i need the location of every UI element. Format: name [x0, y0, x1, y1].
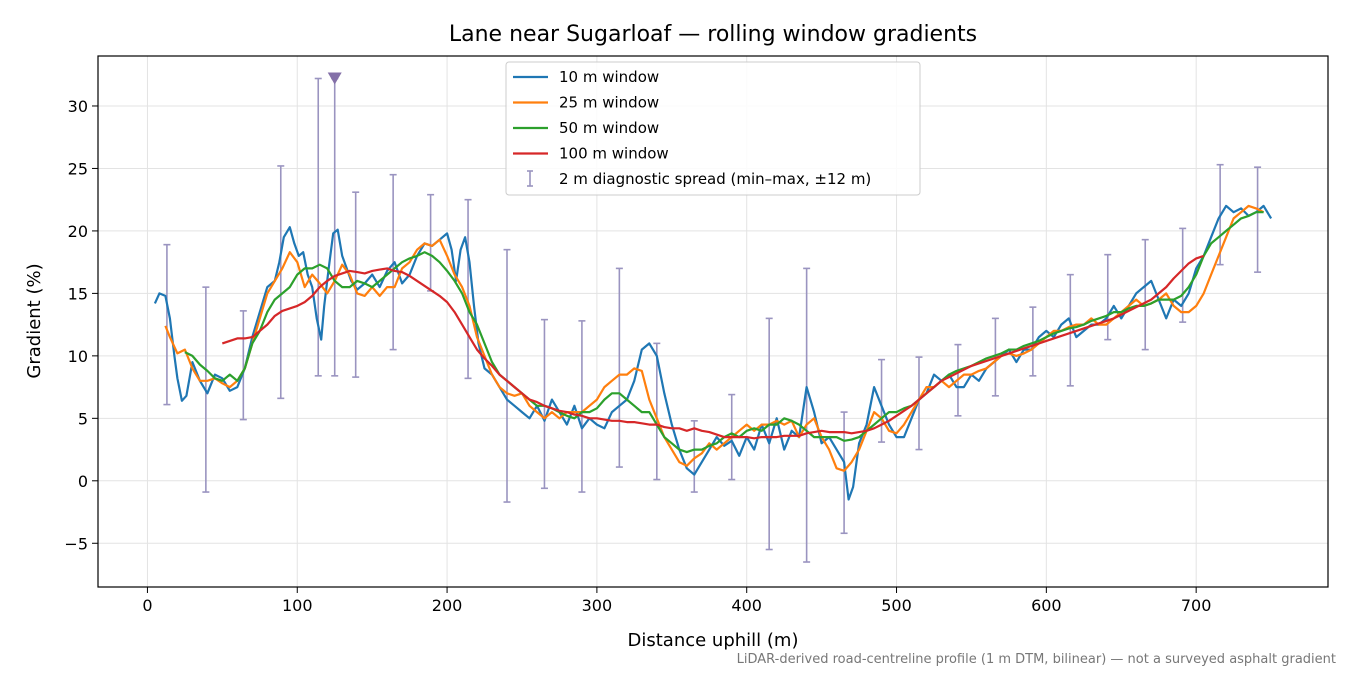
x-tick-label: 0 [142, 596, 152, 615]
error-bar [690, 420, 698, 493]
error-bar [427, 193, 435, 292]
series-line-50-m-window [184, 211, 1264, 454]
error-bar [503, 248, 511, 503]
error-bar [239, 310, 247, 421]
clipped-marker-triangle [327, 72, 342, 85]
series-line-10-m-window [153, 204, 1273, 501]
legend-label: 100 m window [559, 145, 669, 163]
x-tick-label: 300 [582, 596, 613, 615]
error-bar [1254, 166, 1262, 273]
error-bar [1066, 273, 1074, 387]
error-bar [540, 318, 548, 490]
error-bar [352, 191, 360, 378]
error-bar [163, 243, 171, 406]
x-tick-label: 600 [1031, 596, 1062, 615]
error-bar [389, 173, 397, 351]
legend-box [505, 61, 921, 196]
error-bar [331, 77, 339, 377]
legend: 10 m window 25 m window 50 m window 100 m w… [505, 61, 921, 196]
y-tick-label: −5 [64, 534, 88, 553]
error-bar [1141, 238, 1149, 351]
chart-title: Lane near Sugarloaf — rolling window gra… [449, 22, 977, 47]
x-axis-ticks: 0 100 200 300 400 500 600 700 [142, 587, 1211, 615]
y-axis-label: Gradient (%) [24, 263, 45, 378]
plot-frame [97, 55, 1329, 588]
x-tick-label: 700 [1181, 596, 1212, 615]
legend-label: 10 m window [559, 68, 659, 86]
error-bar [615, 267, 623, 468]
y-tick-label: 30 [68, 97, 88, 116]
error-bar [840, 411, 848, 535]
legend-label: 25 m window [559, 94, 659, 112]
error-bar [915, 356, 923, 451]
error-bar [878, 358, 886, 443]
series-line-25-m-window [164, 204, 1265, 472]
y-tick-label: 0 [78, 472, 88, 491]
series-line-100-m-window [221, 254, 1205, 440]
y-tick-label: 15 [68, 284, 88, 303]
error-bar [803, 267, 811, 563]
series-lines [153, 204, 1273, 501]
y-tick-label: 25 [68, 159, 88, 178]
error-bar [765, 317, 773, 551]
error-bar [314, 77, 322, 377]
y-tick-label: 5 [78, 409, 88, 428]
x-tick-label: 400 [731, 596, 762, 615]
error-bar [578, 320, 586, 493]
error-bar [464, 198, 472, 380]
error-bar [653, 342, 661, 481]
error-bar [1179, 227, 1187, 323]
y-tick-label: 10 [68, 347, 88, 366]
error-bar [1029, 306, 1037, 377]
y-axis-ticks: −5 0 5 10 15 20 25 30 [64, 97, 98, 553]
footnote: LiDAR-derived road-centreline profile (1… [736, 652, 1336, 667]
clipped-marker [327, 72, 342, 85]
error-bar [1104, 253, 1112, 341]
x-tick-label: 200 [432, 596, 463, 615]
legend-label: 50 m window [559, 119, 659, 137]
legend-label: 2 m diagnostic spread (min–max, ±12 m) [559, 170, 871, 188]
x-axis-label: Distance uphill (m) [628, 630, 799, 651]
x-tick-label: 500 [881, 596, 912, 615]
x-tick-label: 100 [282, 596, 313, 615]
y-tick-label: 20 [68, 222, 88, 241]
error-bar [277, 165, 285, 400]
